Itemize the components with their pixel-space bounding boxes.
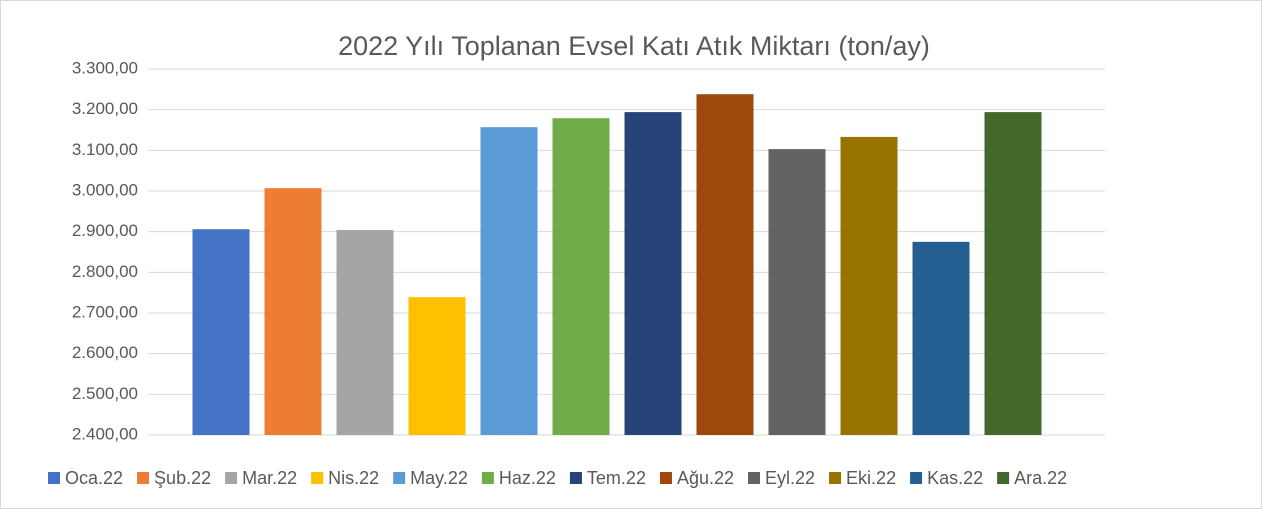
- legend-swatch: [311, 472, 324, 484]
- y-tick-label: 2.800,00: [72, 262, 138, 281]
- legend-label: Mar.22: [242, 468, 297, 488]
- y-tick-label: 3.300,00: [72, 58, 138, 77]
- y-tick-label: 2.500,00: [72, 384, 138, 403]
- legend-label: Kas.22: [927, 468, 983, 488]
- legend-label: Ara.22: [1014, 468, 1067, 488]
- bar: [840, 136, 898, 435]
- legend-swatch: [48, 472, 60, 484]
- bar: [552, 118, 610, 435]
- y-tick-label: 2.900,00: [72, 221, 138, 240]
- legend-swatch: [393, 472, 406, 484]
- legend-swatch: [481, 472, 494, 484]
- legend-swatch: [225, 472, 238, 484]
- bar: [264, 188, 322, 435]
- legend-label: Eyl.22: [765, 468, 815, 488]
- y-tick-label: 2.400,00: [72, 424, 138, 443]
- bar: [984, 112, 1042, 436]
- y-tick-label: 2.600,00: [72, 343, 138, 362]
- legend-label: Tem.22: [587, 468, 646, 488]
- bar: [336, 230, 394, 435]
- legend-label: Haz.22: [499, 468, 556, 488]
- bar: [480, 127, 538, 436]
- bar: [624, 112, 682, 436]
- legend-swatch: [748, 472, 761, 484]
- legend-swatch: [659, 472, 672, 484]
- legend-label: Nis.22: [328, 468, 379, 488]
- legend-label: Oca.22: [65, 468, 123, 488]
- legend-label: May.22: [410, 468, 468, 488]
- y-tick-label: 3.200,00: [72, 99, 138, 118]
- bar: [768, 149, 826, 435]
- legend-label: Şub.22: [154, 468, 211, 488]
- bar: [192, 229, 250, 435]
- legend-swatch: [997, 472, 1010, 484]
- legend-swatch: [137, 472, 150, 484]
- y-tick-label: 3.000,00: [72, 180, 138, 199]
- legend-label: Ağu.22: [677, 468, 734, 488]
- legend-label: Eki.22: [846, 468, 896, 488]
- bar: [912, 241, 970, 435]
- legend-swatch: [569, 472, 582, 484]
- chart-title: 2022 Yılı Toplanan Evsel Katı Atık Mikta…: [338, 31, 930, 61]
- y-tick-label: 2.700,00: [72, 302, 138, 321]
- y-tick-label: 3.100,00: [72, 140, 138, 159]
- legend-swatch: [829, 472, 842, 484]
- bar: [408, 297, 466, 435]
- legend-swatch: [910, 472, 923, 484]
- bar: [696, 94, 754, 436]
